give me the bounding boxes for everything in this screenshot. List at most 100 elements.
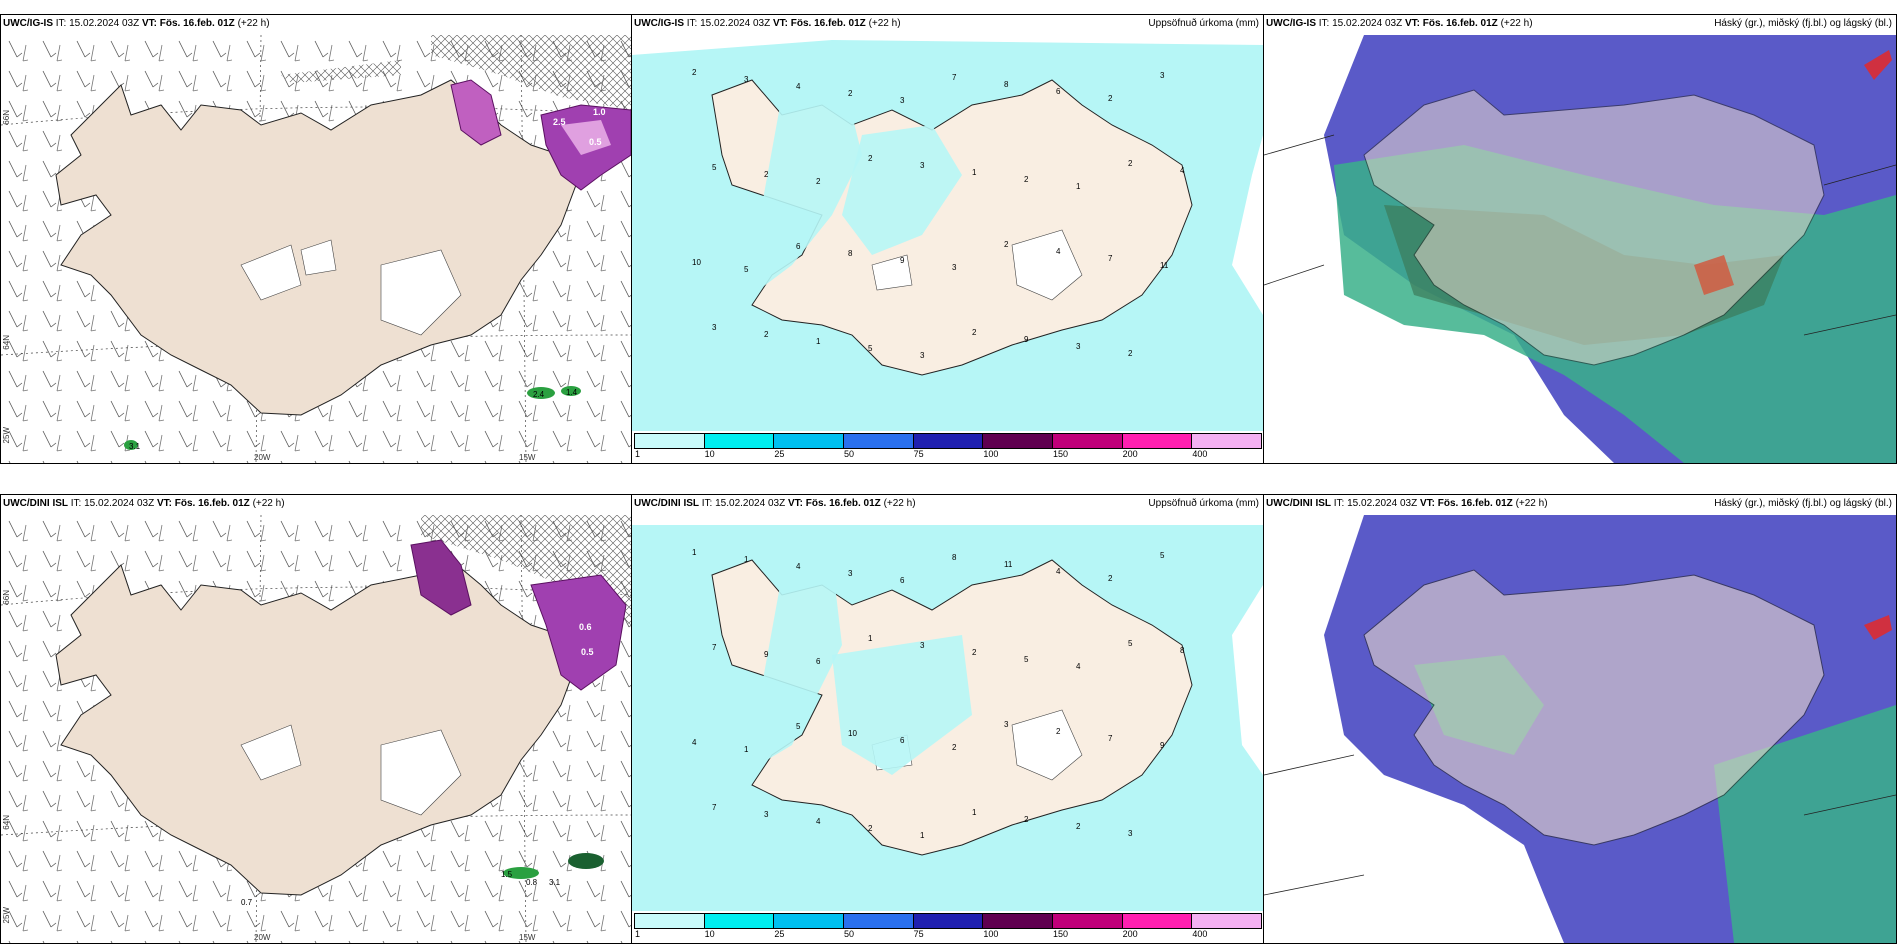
precip-station-value: 6 [816,657,821,666]
precip-station-value: 6 [796,242,801,251]
wind-map: 1.0 0.5 2.5 3.1 2.4 1.4 [1,35,631,463]
precip-map: 2 3 4 2 3 7 8 6 2 3 5 2 2 2 3 1 2 1 2 4 10 5 6 8 9 3 2 4 7 11 3 2 1 5 3 2 9 3… [632,35,1263,431]
precip-station-value: 1 [1076,182,1081,191]
panel-top-cloud[interactable]: UWC/IG-IS IT: 15.02.2024 03Z VT: Fös. 16… [1263,14,1897,464]
lat-label: 66N [2,110,11,125]
lead-time: (+22 h) [252,498,285,509]
precip-station-value: 5 [744,265,749,274]
colorbar-swatch [634,913,705,929]
colorbar-tick-label: 100 [983,929,999,939]
valid-time: Fös. 16.feb. 01Z [1437,498,1513,509]
lat-label: 25W [2,907,11,924]
precip-station-value: 4 [796,562,801,571]
issue-time: IT: 15.02.2024 03Z [686,18,771,29]
precip-station-value: 5 [712,163,717,172]
precip-station-value: 9 [1024,335,1029,344]
colorbar-swatch [912,433,984,449]
precip-station-value: 2 [848,89,853,98]
precip-station-value: 8 [1004,80,1009,89]
precip-station-value: 3 [764,810,769,819]
precip-station-value: 1 [972,808,977,817]
valid-label: VT: [1404,18,1420,29]
precip-station-value: 5 [796,722,801,731]
colorbar-swatch [1052,433,1123,449]
precip-station-value: 7 [1108,254,1113,263]
lead-time: (+22 h) [237,18,270,29]
precip-station-value: 2 [1004,240,1009,249]
panel-top-wind[interactable]: UWC/IG-IS IT: 15.02.2024 03Z VT: Fös. 16… [0,14,632,464]
panel-bottom-wind[interactable]: UWC/DINI ISL IT: 15.02.2024 03Z VT: Fös.… [0,494,632,944]
precip-station-value: 3 [1160,71,1165,80]
model-name: UWC/IG-IS [634,18,684,29]
cloud-map-svg [1264,515,1896,943]
precip-station-value: 6 [1056,87,1061,96]
lat-label: 64N [2,335,11,350]
colorbar-tick-label: 150 [1053,929,1069,939]
precip-station-value: 2 [1128,159,1133,168]
value-label: 2.5 [553,117,566,127]
precip-station-value: 1 [972,168,977,177]
precip-station-value: 3 [920,161,925,170]
precip-station-value: 2 [816,177,821,186]
precip-station-value: 8 [1180,646,1185,655]
lon-label: 15W [519,933,536,942]
precip-station-value: 2 [1108,94,1113,103]
colorbar-tick-label: 75 [913,929,924,939]
issue-time: IT: 15.02.2024 03Z [55,18,140,29]
precip-station-value: 3 [1004,720,1009,729]
valid-label: VT: [141,18,157,29]
precip-station-value: 7 [1108,734,1113,743]
valid-time: Fös. 16.feb. 01Z [805,498,881,509]
precip-station-value: 2 [1128,349,1133,358]
lat-label: 25W [2,427,11,444]
panel-header: UWC/DINI ISL IT: 15.02.2024 03Z VT: Fös.… [3,498,627,516]
precip-station-value: 2 [692,68,697,77]
value-label: 3.1 [549,878,561,887]
precip-station-value: 3 [1128,829,1133,838]
issue-time: IT: 15.02.2024 03Z [1318,18,1403,29]
cloud-map [1264,515,1896,943]
colorbar-swatch [703,433,775,449]
colorbar-swatch [1191,913,1262,929]
panel-bottom-cloud[interactable]: UWC/DINI ISL IT: 15.02.2024 03Z VT: Fös.… [1263,494,1897,944]
precip-station-value: 6 [900,576,905,585]
lon-label: 20W [254,453,271,462]
panel-header: UWC/IG-IS IT: 15.02.2024 03Z VT: Fös. 16… [1266,18,1892,36]
issue-time: IT: 15.02.2024 03Z [701,498,786,509]
colorbar-tick-label: 400 [1192,449,1208,459]
colorbar-swatch [843,433,914,449]
panel-top-precip[interactable]: UWC/IG-IS IT: 15.02.2024 03Z VT: Fös. 16… [631,14,1264,464]
precip-station-value: 2 [1108,574,1113,583]
colorbar-swatch [843,913,914,929]
lon-label: 20W [254,933,271,942]
valid-time: Fös. 16.feb. 01Z [159,18,235,29]
precip-station-value: 6 [900,736,905,745]
colorbar-tick-label: 150 [1053,449,1069,459]
precip-station-value: 7 [712,803,717,812]
panel-title: Háský (gr.), miðský (fj.bl.) og lágský (… [1714,18,1892,29]
panel-header: UWC/IG-IS IT: 15.02.2024 03Z VT: Fös. 16… [634,18,1259,36]
colorbar-tick-label: 100 [983,449,999,459]
precip-station-value: 4 [1180,166,1185,175]
precip-station-value: 9 [1160,741,1165,750]
colorbar-swatch [1121,913,1193,929]
colorbar-swatch [982,913,1053,929]
precip-station-value: 11 [1004,560,1013,569]
precip-station-value: 8 [952,553,957,562]
lat-label: 66N [2,590,11,605]
value-label: 0.6 [579,622,592,632]
panel-title: Uppsöfnuð úrkoma (mm) [1148,498,1259,509]
precip-map-svg: 2 3 4 2 3 7 8 6 2 3 5 2 2 2 3 1 2 1 2 4 10 5 6 8 9 3 2 4 7 11 3 2 1 5 3 2 9 3… [632,40,1263,431]
precip-station-value: 4 [1056,247,1061,256]
colorbar-tick-label: 200 [1122,929,1138,939]
panel-bottom-precip[interactable]: UWC/DINI ISL IT: 15.02.2024 03Z VT: Fös.… [631,494,1264,944]
value-label: 0.5 [581,647,594,657]
precip-station-value: 3 [712,323,717,332]
precip-station-value: 1 [744,555,749,564]
precip-station-value: 4 [796,82,801,91]
panel-header: UWC/IG-IS IT: 15.02.2024 03Z VT: Fös. 16… [3,18,627,36]
precip-station-value: 7 [712,643,717,652]
lead-time: (+22 h) [1500,18,1533,29]
valid-time: Fös. 16.feb. 01Z [1422,18,1498,29]
precip-station-value: 3 [952,263,957,272]
